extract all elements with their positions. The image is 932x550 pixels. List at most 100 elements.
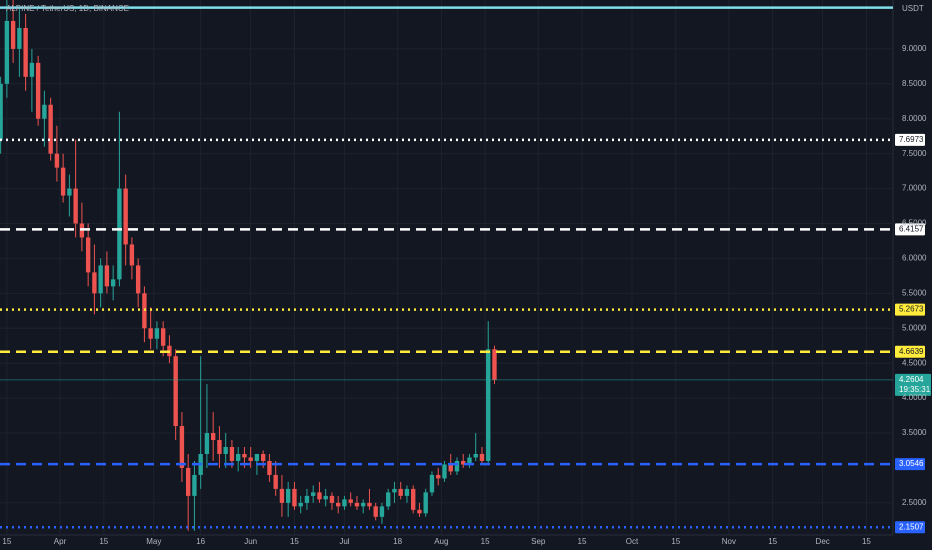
candle-body: [417, 509, 422, 514]
candle-body: [473, 453, 478, 458]
candle-body: [429, 474, 435, 493]
candle-body: [367, 502, 372, 507]
candle-body: [204, 433, 210, 454]
candle-body: [242, 453, 247, 458]
x-tick-label: Dec: [816, 537, 830, 546]
candle-body: [23, 27, 28, 77]
candle-body: [135, 265, 141, 294]
candle-body: [348, 499, 353, 503]
candle-body: [398, 488, 403, 496]
countdown: 19:35:31: [899, 385, 931, 394]
candle-body: [479, 453, 485, 461]
x-tick-label: Oct: [626, 537, 639, 546]
x-tick-label: Jul: [339, 537, 349, 546]
level-label-box: [895, 133, 925, 146]
candle-body: [260, 453, 266, 461]
y-tick-label: 4.5000: [902, 358, 927, 367]
candle-body: [248, 457, 253, 461]
candle-body: [311, 492, 316, 496]
candle-body: [42, 104, 47, 119]
candle-body: [92, 272, 97, 294]
y-tick-label: 9.0000: [902, 44, 927, 53]
candle-body: [54, 153, 60, 168]
y-tick-label: 8.5000: [902, 79, 927, 88]
x-tick-label: Sep: [531, 537, 546, 546]
candle-body: [298, 502, 303, 507]
candle-body: [104, 265, 110, 287]
candle-body: [0, 83, 3, 140]
candle-body: [154, 328, 160, 339]
candle-body: [192, 474, 197, 496]
candle-body: [448, 464, 453, 472]
x-tick-label: 15: [671, 537, 680, 546]
candle-body: [4, 20, 10, 84]
candle-body: [179, 426, 185, 468]
candle-body: [379, 506, 385, 517]
candle-body: [442, 464, 447, 479]
y-tick-label: 4.0000: [902, 393, 927, 402]
x-tick-label: Nov: [722, 537, 736, 546]
x-tick-label: 16: [196, 537, 205, 546]
candle-body: [17, 27, 22, 49]
candle-body: [235, 453, 241, 461]
levels: 7.6973 6.4157 5.2673 4.6639 3.0546 2.1507 4.26…: [0, 6, 931, 534]
candle-body: [254, 453, 260, 461]
x-tick-label: May: [146, 537, 161, 546]
candle-body: [10, 20, 16, 49]
x-tick-label: 15: [2, 537, 11, 546]
last-price-box: [895, 373, 931, 396]
y-tick-label: 6.5000: [902, 219, 927, 228]
level-label-box: [895, 521, 925, 534]
x-tick-label: 15: [290, 537, 299, 546]
y-tick-label: 7.0000: [902, 184, 927, 193]
level-label-box: [895, 303, 925, 316]
y-tick-label: 8.0000: [902, 114, 927, 123]
candle-body: [229, 446, 235, 461]
candle-body: [411, 488, 416, 510]
candle-body: [329, 495, 335, 503]
level-label-box: [895, 458, 925, 471]
y-tick-label: 7.5000: [902, 149, 927, 158]
candle-body: [48, 104, 53, 154]
candle-body: [160, 328, 166, 346]
candle-body: [35, 62, 41, 119]
candle-body: [292, 488, 297, 507]
candle-body: [492, 349, 497, 380]
x-tick-label: 15: [768, 537, 777, 546]
x-tick-label: Apr: [54, 537, 67, 546]
x-tick-label: Jun: [244, 537, 257, 546]
candle-body: [342, 499, 347, 507]
axes: 2.5000 3.5000 4.0000 4.5000 5.0000 5.5000 6.00…: [2, 44, 927, 546]
level-label: 7.6973: [899, 135, 924, 144]
candle-body: [454, 460, 460, 472]
candle-body: [285, 488, 291, 503]
y-tick-label: 5.0000: [902, 323, 927, 332]
candle-body: [29, 62, 35, 77]
candle-body: [386, 492, 391, 507]
chart-title: ALPINE / TetherUS, 1D, BINANCE: [6, 4, 129, 13]
candle-body: [217, 440, 222, 454]
candle-body: [373, 506, 378, 517]
candle-body: [110, 279, 116, 287]
level-label: 6.4157: [899, 224, 924, 233]
candle-body: [354, 502, 360, 507]
y-tick-label: 5.5000: [902, 288, 927, 297]
level-label: 2.1507: [899, 522, 924, 531]
candle-body: [404, 488, 410, 496]
x-tick-label: 15: [481, 537, 490, 546]
last-price-label: 4.2604: [899, 375, 924, 384]
candle-body: [129, 244, 135, 266]
candle-body: [173, 356, 178, 427]
candle-body: [361, 502, 366, 507]
x-tick-label: Aug: [434, 537, 448, 546]
candle-body: [273, 474, 278, 489]
candle-body: [486, 349, 491, 461]
x-tick-label: 15: [99, 537, 108, 546]
level-label-box: [895, 345, 925, 358]
candle-body: [304, 495, 310, 503]
candle-body: [73, 188, 78, 224]
level-label: 5.2673: [899, 305, 924, 314]
candle-body: [423, 492, 428, 514]
candle-body: [185, 467, 191, 496]
